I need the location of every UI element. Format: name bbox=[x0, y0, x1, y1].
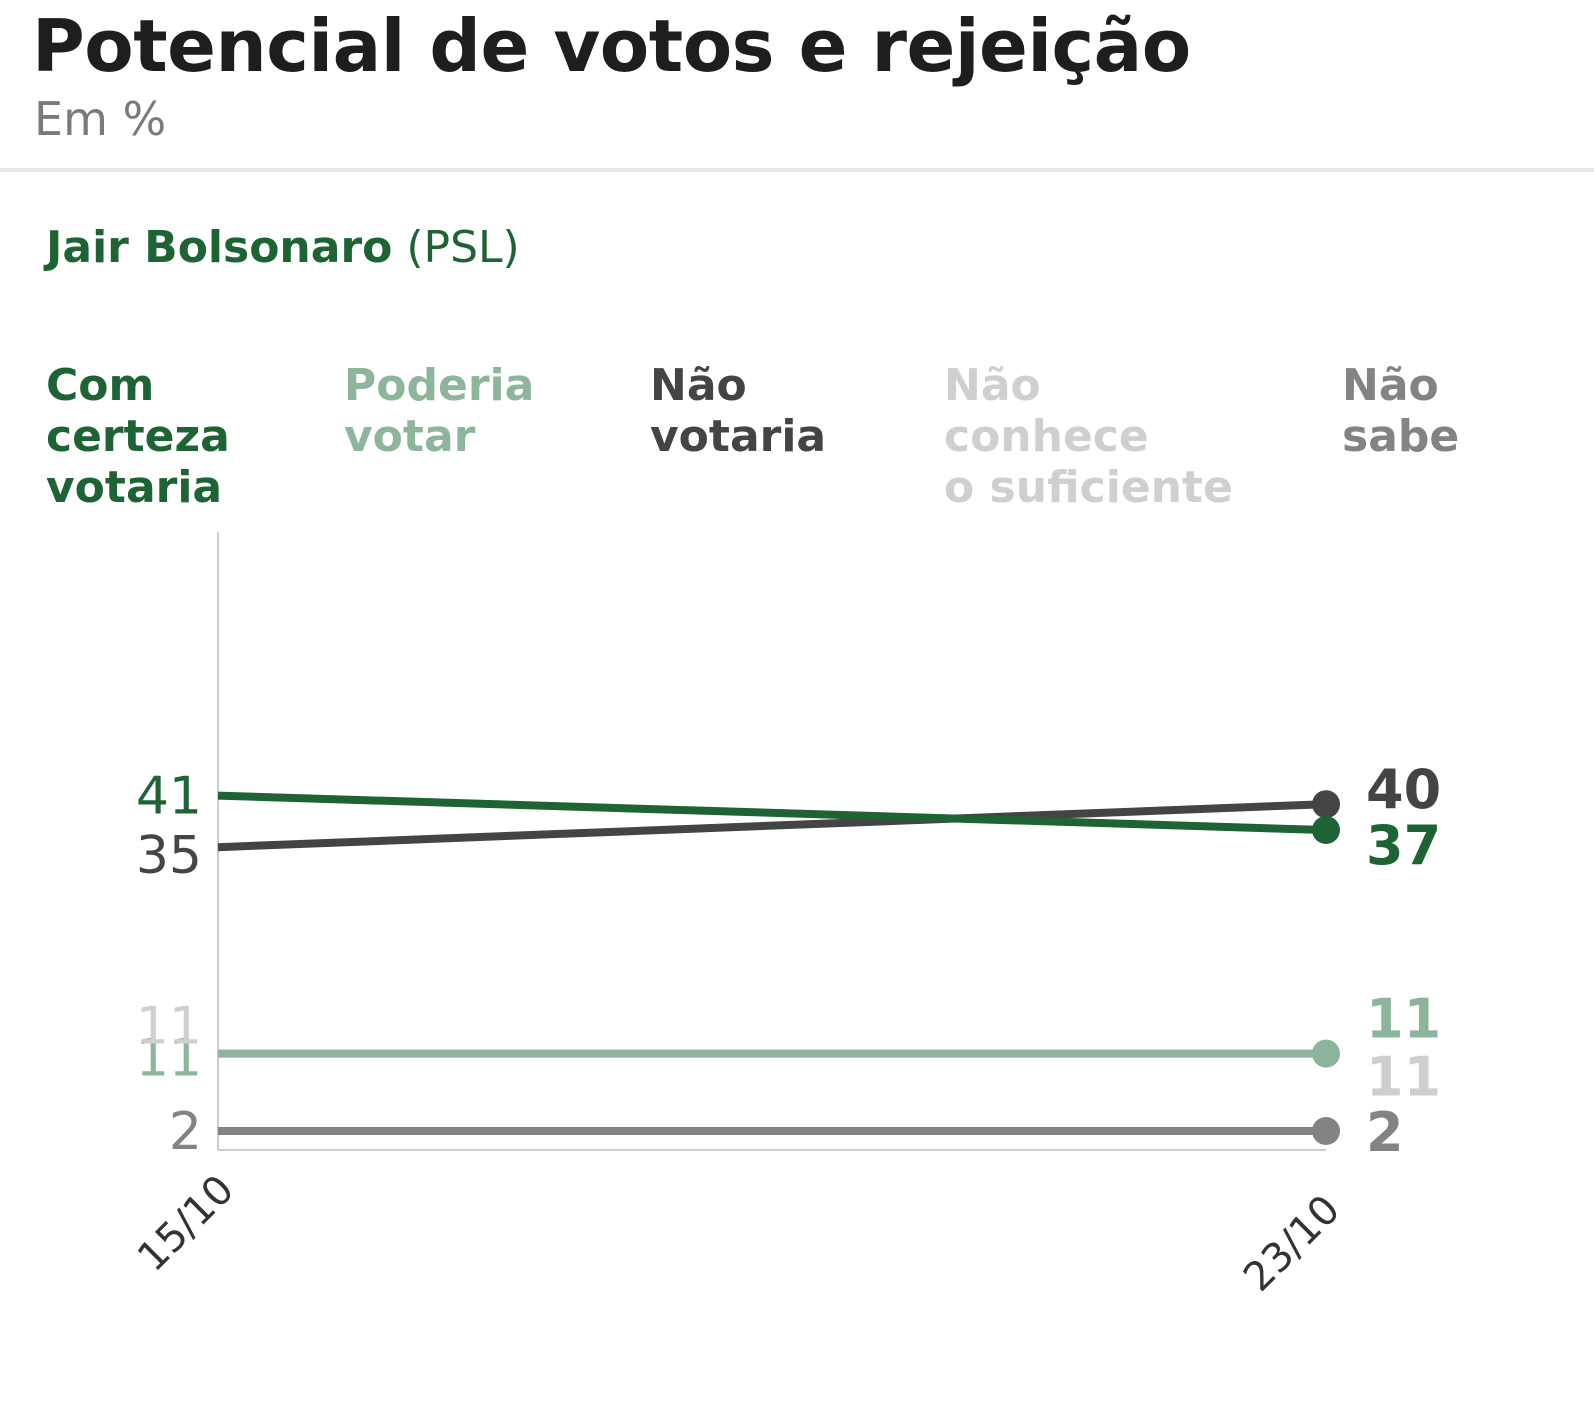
start-value-label: 11 bbox=[136, 997, 202, 1057]
legend-line: Não bbox=[1342, 360, 1439, 411]
series-line bbox=[217, 800, 1325, 852]
series-points bbox=[1312, 790, 1340, 1145]
legend-line: o suficiente bbox=[944, 462, 1233, 513]
start-value-label: 35 bbox=[136, 826, 202, 886]
start-value-label: 2 bbox=[169, 1102, 202, 1162]
legend-line: conhece bbox=[944, 411, 1149, 462]
legend-nao-votaria: Não votaria bbox=[650, 360, 826, 462]
end-value-label: 11 bbox=[1366, 1046, 1441, 1109]
x-tick-label: 15/10 bbox=[129, 1167, 243, 1281]
series-end-point bbox=[1312, 1039, 1340, 1068]
chart-title: Potencial de votos e rejeição bbox=[32, 4, 1191, 88]
candidate-name: Jair Bolsonaro bbox=[46, 222, 393, 273]
legend-line: votaria bbox=[650, 411, 827, 462]
legend-line: sabe bbox=[1342, 411, 1460, 462]
header-divider bbox=[0, 168, 1594, 172]
series-lines bbox=[217, 791, 1325, 1135]
end-value-label: 40 bbox=[1366, 758, 1441, 821]
legend-line: Poderia bbox=[344, 360, 535, 411]
series-line bbox=[217, 791, 1325, 834]
legend-line: votar bbox=[344, 411, 476, 462]
series-end-point bbox=[1312, 816, 1340, 844]
legend-nao-sabe: Não sabe bbox=[1342, 360, 1459, 462]
legend-com-certeza-votaria: Com certeza votaria bbox=[46, 360, 230, 513]
legend-line: votaria bbox=[46, 462, 223, 513]
series-end-point bbox=[1312, 790, 1340, 819]
legend-nao-conhece: Não conhece o suficiente bbox=[944, 360, 1233, 513]
legend-line: certeza bbox=[46, 411, 230, 462]
start-value-label: 41 bbox=[136, 767, 202, 827]
end-value-label: 2 bbox=[1366, 1101, 1404, 1164]
candidate-heading: Jair Bolsonaro (PSL) bbox=[46, 222, 520, 273]
legend-poderia-votar: Poderia votar bbox=[344, 360, 534, 462]
x-tick-label: 23/10 bbox=[1235, 1187, 1349, 1301]
series-end-point bbox=[1312, 1117, 1340, 1145]
end-value-label: 11 bbox=[1366, 988, 1441, 1051]
legend-line: Com bbox=[46, 360, 155, 411]
chart-subtitle: Em % bbox=[34, 92, 167, 146]
legend-line: Não bbox=[944, 360, 1041, 411]
legend-line: Não bbox=[650, 360, 747, 411]
start-value-label: 11 bbox=[136, 1029, 202, 1089]
candidate-party: (PSL) bbox=[406, 222, 520, 273]
end-value-label: 37 bbox=[1366, 814, 1441, 877]
